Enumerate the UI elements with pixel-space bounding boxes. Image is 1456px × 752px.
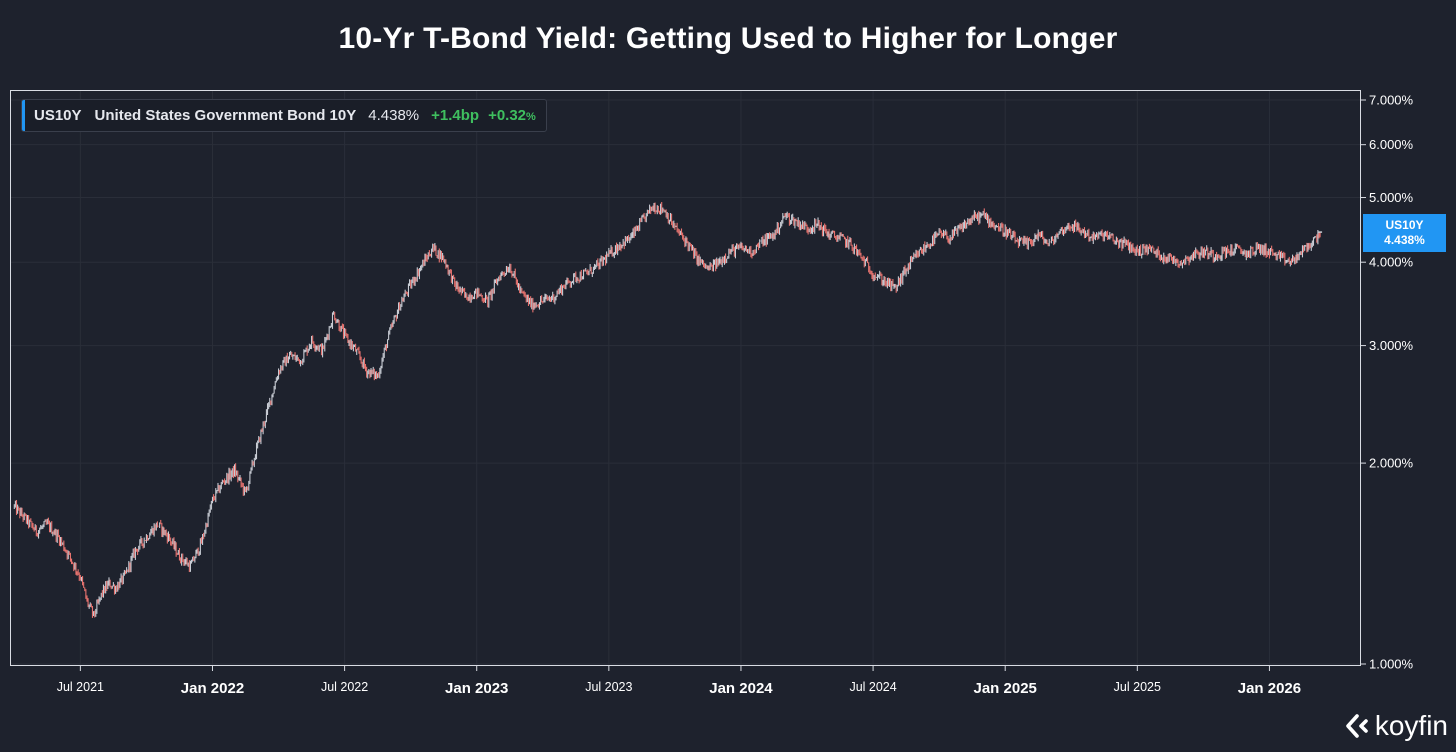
legend-change-pct-unit: %	[526, 111, 536, 123]
x-tick-label: Jan 2025	[974, 680, 1037, 697]
legend-change-pct: +0.32%	[488, 107, 536, 124]
x-tick-label: Jul 2022	[321, 680, 368, 694]
x-tick-label: Jul 2024	[849, 680, 896, 694]
y-tick-label: 7.000%	[1369, 93, 1414, 108]
y-tick-label: 2.000%	[1369, 456, 1414, 471]
x-tick-label: Jul 2021	[57, 680, 104, 694]
series-legend[interactable]: US10Y United States Government Bond 10Y …	[21, 99, 547, 132]
legend-change-bp: +1.4bp	[431, 107, 480, 124]
y-tick-label: 4.000%	[1369, 255, 1414, 270]
legend-series-name: United States Government Bond 10Y	[94, 107, 357, 124]
last-price-tag: US10Y 4.438%	[1363, 214, 1446, 252]
y-tick-label: 6.000%	[1369, 137, 1414, 152]
legend-change-pct-value: +0.32	[488, 107, 527, 124]
legend-symbol: US10Y	[34, 107, 82, 124]
price-tag-symbol: US10Y	[1385, 218, 1424, 232]
y-tick-label: 3.000%	[1369, 338, 1414, 353]
y-tick-label: 5.000%	[1369, 190, 1414, 205]
price-tag-value: 4.438%	[1384, 233, 1425, 247]
x-tick-label: Jul 2023	[585, 680, 632, 694]
koyfin-chevron-icon	[1346, 714, 1368, 738]
brand-name: koyfin	[1374, 710, 1448, 741]
x-tick-label: Jan 2023	[445, 680, 508, 697]
y-tick-label: 1.000%	[1369, 657, 1414, 672]
brand-logo[interactable]: koyfin	[1345, 710, 1448, 742]
x-tick-label: Jul 2025	[1114, 680, 1161, 694]
chart-title: 10-Yr T-Bond Yield: Getting Used to High…	[338, 22, 1118, 55]
x-tick-label: Jan 2022	[181, 680, 244, 697]
x-tick-label: Jan 2026	[1238, 680, 1301, 697]
legend-color-bar	[22, 100, 25, 131]
legend-last-value: 4.438%	[368, 107, 420, 124]
x-tick-label: Jan 2024	[709, 680, 773, 697]
plot-frame	[10, 90, 1361, 666]
